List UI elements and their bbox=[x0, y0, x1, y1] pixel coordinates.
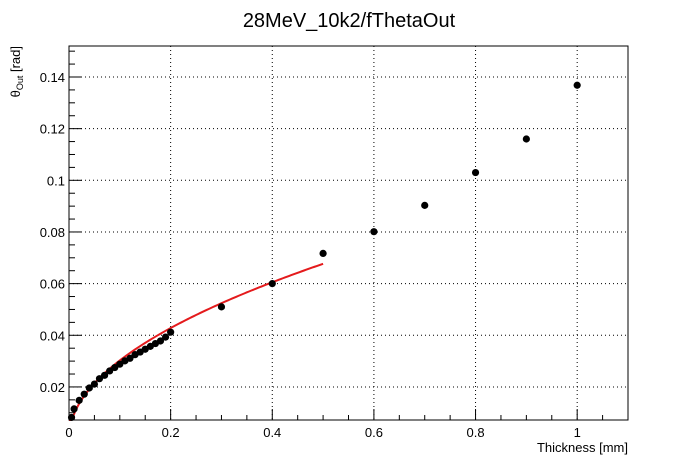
y-tick-label: 0.08 bbox=[40, 225, 65, 240]
y-tick-label: 0.12 bbox=[40, 122, 65, 137]
data-point bbox=[80, 390, 88, 398]
data-point bbox=[522, 135, 530, 143]
data-point bbox=[67, 413, 76, 422]
x-tick-label: 1 bbox=[574, 425, 581, 440]
data-point bbox=[268, 280, 276, 288]
x-tick-label: 0 bbox=[65, 425, 72, 440]
data-point bbox=[421, 201, 429, 209]
chart-title: 28MeV_10k2/fThetaOut bbox=[243, 10, 456, 32]
data-point bbox=[156, 337, 165, 345]
x-tick-label: 0.8 bbox=[467, 425, 485, 440]
data-point bbox=[370, 228, 378, 236]
x-tick-label: 0.2 bbox=[162, 425, 180, 440]
data-point bbox=[126, 354, 134, 362]
data-point bbox=[161, 333, 170, 341]
data-point bbox=[100, 371, 109, 379]
x-tick-labels: 0 0.2 0.4 0.6 0.8 1 bbox=[65, 425, 580, 440]
data-point bbox=[116, 360, 124, 368]
x-axis-title: Thickness [mm] bbox=[537, 440, 628, 455]
x-tick-label: 0.4 bbox=[263, 425, 281, 440]
y-tick-label: 0.14 bbox=[40, 70, 65, 85]
data-point bbox=[106, 367, 114, 375]
data-point bbox=[85, 384, 93, 392]
y-tick-labels: 0.02 0.04 0.06 0.08 0.1 0.12 0.14 bbox=[40, 70, 65, 395]
y-axis-title: θOut [rad] bbox=[8, 46, 25, 97]
data-point bbox=[471, 168, 480, 177]
data-point bbox=[95, 375, 104, 383]
data-point bbox=[70, 405, 78, 413]
data-point bbox=[75, 396, 83, 404]
y-axis-subscript: Out bbox=[15, 75, 25, 90]
data-point bbox=[217, 303, 226, 311]
data-point bbox=[319, 249, 327, 258]
data-point bbox=[90, 380, 99, 388]
axis-ticks bbox=[68, 50, 629, 420]
x-tick-label: 0.6 bbox=[365, 425, 383, 440]
y-tick-label: 0.1 bbox=[47, 173, 65, 188]
y-axis-symbol: θ bbox=[8, 90, 23, 97]
data-point bbox=[167, 328, 175, 336]
y-tick-label: 0.02 bbox=[40, 380, 65, 395]
data-point bbox=[111, 363, 119, 372]
y-tick-label: 0.06 bbox=[40, 277, 65, 292]
data-points bbox=[67, 81, 581, 422]
y-tick-label: 0.04 bbox=[40, 328, 65, 343]
data-point bbox=[573, 81, 581, 89]
y-axis-unit: [rad] bbox=[8, 46, 23, 76]
